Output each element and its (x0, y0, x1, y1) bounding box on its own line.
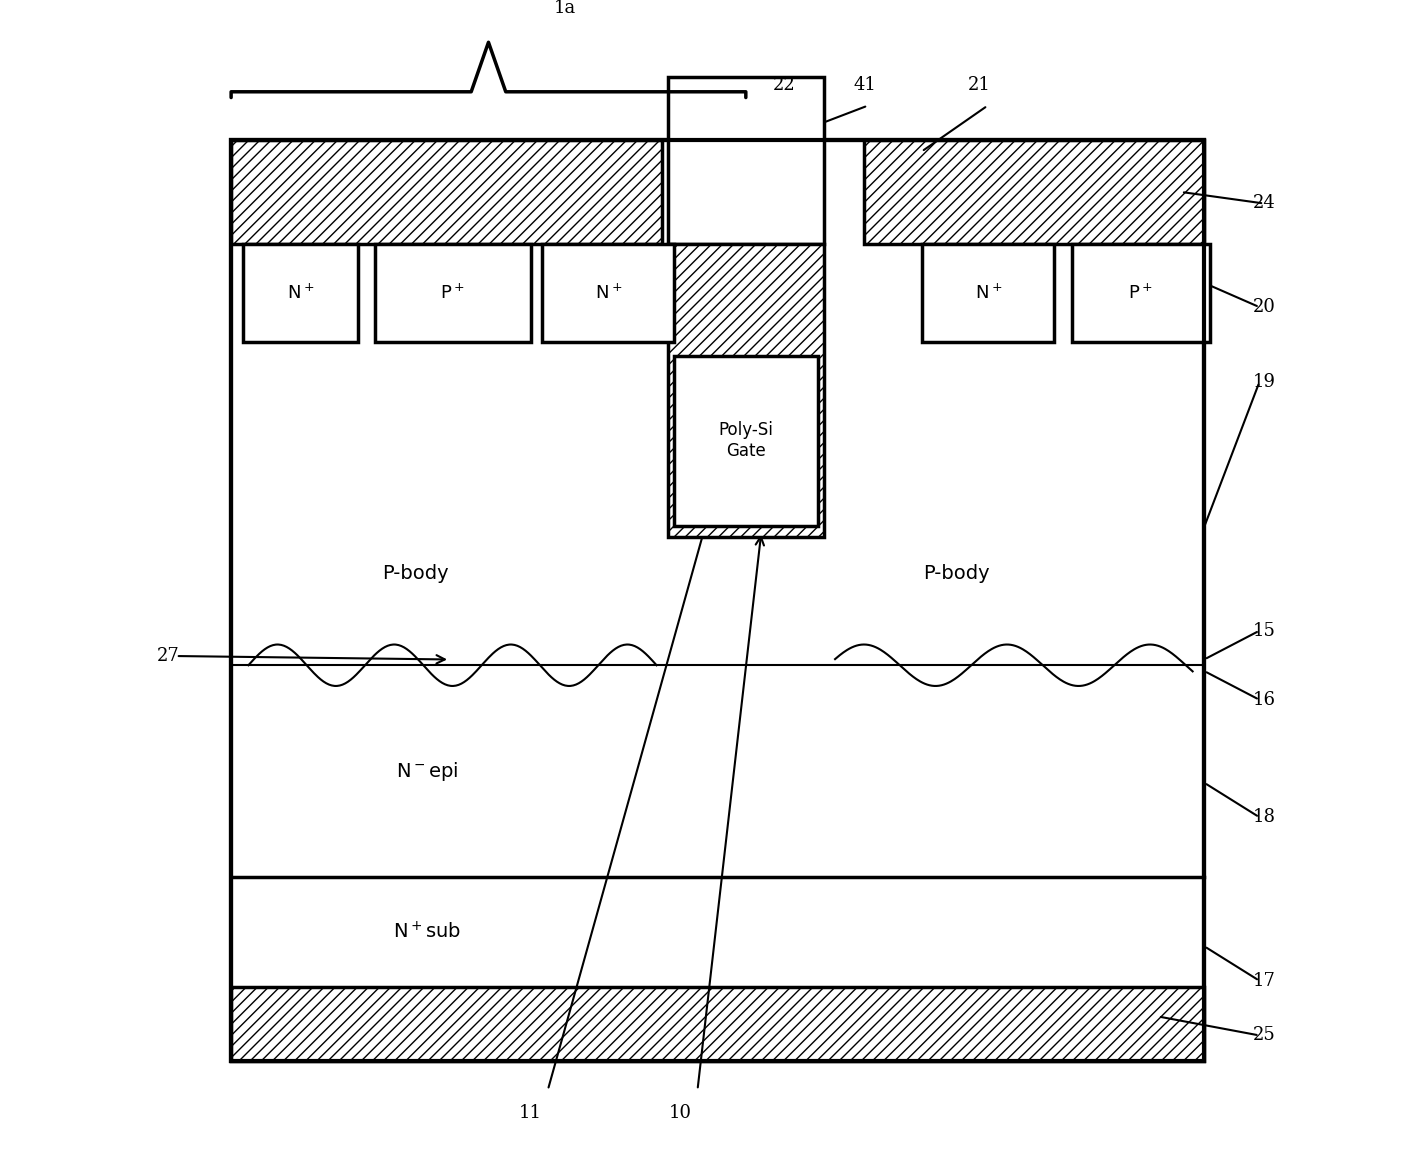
Text: N$^-$epi: N$^-$epi (396, 760, 458, 783)
Text: 22: 22 (773, 76, 795, 94)
Text: N$^+$: N$^+$ (286, 283, 313, 303)
Text: 1a: 1a (554, 0, 576, 16)
Text: 20: 20 (1252, 298, 1275, 316)
Text: P-body: P-body (923, 564, 990, 582)
Text: 15: 15 (1252, 622, 1275, 640)
Text: 24: 24 (1252, 195, 1275, 212)
Text: 25: 25 (1252, 1026, 1275, 1045)
Text: 16: 16 (1252, 691, 1276, 708)
Text: 18: 18 (1252, 809, 1276, 826)
Text: N$^+$sub: N$^+$sub (393, 922, 461, 942)
Text: 11: 11 (519, 1104, 542, 1122)
Text: N$^+$: N$^+$ (974, 283, 1003, 303)
Text: 10: 10 (669, 1104, 692, 1122)
Text: 17: 17 (1252, 972, 1275, 990)
Bar (1072, 243, 1210, 341)
Text: 27: 27 (156, 647, 179, 665)
Text: P$^+$: P$^+$ (1129, 283, 1153, 303)
Text: N$^+$: N$^+$ (594, 283, 623, 303)
Bar (668, 243, 824, 537)
Text: Poly-Si
Gate: Poly-Si Gate (719, 422, 773, 460)
Bar (668, 77, 824, 243)
Bar (922, 243, 1055, 341)
Bar (374, 243, 530, 341)
Text: 41: 41 (854, 76, 876, 94)
Text: 21: 21 (968, 76, 991, 94)
Bar (242, 243, 357, 341)
Bar (231, 140, 662, 243)
Text: P-body: P-body (381, 564, 448, 582)
Text: 19: 19 (1252, 373, 1276, 391)
Bar (231, 987, 1204, 1061)
Text: P$^+$: P$^+$ (441, 283, 465, 303)
Bar (542, 243, 675, 341)
Bar (231, 140, 1204, 1061)
Bar (231, 140, 1204, 1061)
Bar (674, 355, 818, 525)
Bar (864, 140, 1204, 243)
